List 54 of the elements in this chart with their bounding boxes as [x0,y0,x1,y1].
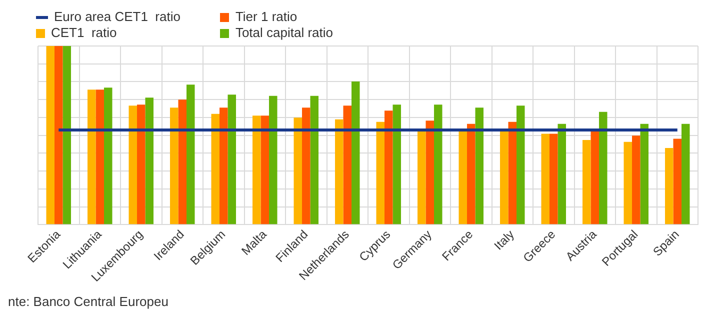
bar [516,106,525,224]
bar [418,131,426,224]
bar [104,88,112,224]
bar [186,84,195,224]
bar [145,98,154,224]
bar [665,148,674,224]
bar [178,100,186,224]
bar [508,122,516,224]
legend-label: Euro area CET1 ratio [54,9,180,25]
bar [260,116,269,224]
legend-label: Total capital ratio [235,25,334,41]
bar [632,136,640,224]
bar [392,104,401,224]
bar [128,106,137,224]
x-tick-label: Italy [491,227,517,253]
bar [558,124,566,224]
legend-label: Tier 1 ratio [235,9,298,25]
bar [590,130,599,224]
bar [434,104,442,224]
bar [46,46,54,224]
bar [582,140,591,224]
bar [682,124,690,224]
bar [137,104,146,224]
bar [294,118,302,224]
bar [673,138,682,224]
bar [384,110,393,224]
bar [426,120,434,224]
bar [550,134,558,224]
bar [541,134,550,224]
bar [211,114,220,224]
bar [640,124,648,224]
bar [352,82,360,224]
text: nte: Banco Central Europeu [8,294,170,309]
legend-label: CET1 ratio [51,25,117,41]
bar [335,119,344,224]
bar [88,90,96,224]
bar [62,46,71,224]
bar [624,142,632,224]
bar [170,108,178,224]
bar [252,116,261,224]
bar [500,131,508,224]
bar [475,108,484,224]
bar [228,94,236,224]
bar [302,108,310,224]
bar [310,96,318,224]
bar [220,108,228,224]
bar [269,96,278,224]
bar [599,112,608,224]
bar [96,90,104,224]
bar [467,124,476,224]
bar [54,46,63,224]
bar [343,106,352,224]
bar [458,131,467,224]
bar [376,122,384,224]
